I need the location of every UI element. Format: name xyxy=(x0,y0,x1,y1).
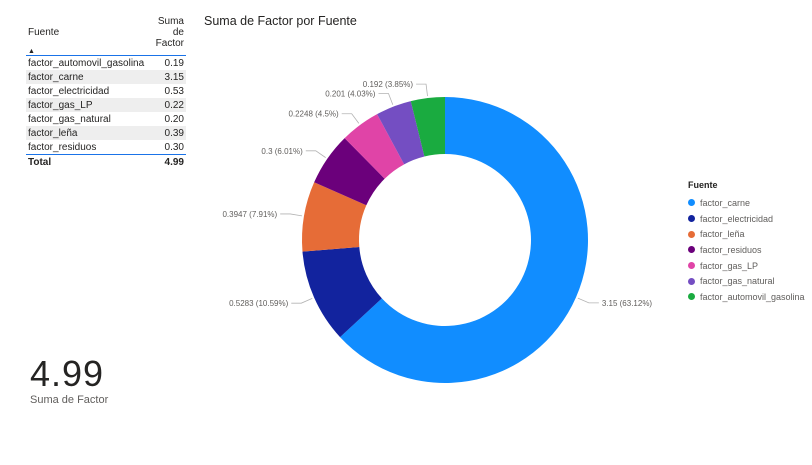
table-cell-value: 0.22 xyxy=(146,98,186,112)
table-row[interactable]: factor_gas_LP 0.22 xyxy=(26,98,186,112)
table-cell-value: 0.53 xyxy=(164,85,184,97)
legend-title: Fuente xyxy=(688,180,718,190)
table-cell-fuente: factor_residuos xyxy=(28,141,97,153)
table-row[interactable]: factor_residuos 0.30 xyxy=(26,140,186,155)
data-label-leader-line xyxy=(341,113,360,124)
legend-item-factor-carne[interactable]: factor_carne xyxy=(688,195,805,211)
column-header-suma-de-factor[interactable]: Suma de Factor xyxy=(146,14,186,56)
donut-slice-factor-electricidad[interactable] xyxy=(302,247,382,338)
data-label-factor-automovil-gasolina: 0.192 (3.85%) xyxy=(363,80,414,89)
donut-slice-factor-carne[interactable] xyxy=(340,97,588,383)
donut-slice-factor-automovil-gasolina[interactable] xyxy=(410,97,445,157)
data-label-factor-carne: 3.15 (63.12%) xyxy=(602,299,653,308)
data-label-leader-line xyxy=(577,297,599,304)
table-cell-fuente: factor_electricidad xyxy=(28,85,110,97)
data-label-factor-gas-natural: 0.201 (4.03%) xyxy=(325,90,376,99)
legend-marker-icon xyxy=(688,246,695,254)
data-table: Fuente ▲ Suma de Factor factor_automovil… xyxy=(26,14,186,170)
legend-item-factor-electricidad[interactable]: factor_electricidad xyxy=(688,211,805,227)
data-label-leader-line xyxy=(280,213,303,217)
donut-slice-factor-gas-natural[interactable] xyxy=(377,101,425,165)
table-row[interactable]: factor_gas_natural 0.20 xyxy=(26,112,186,126)
data-label-factor-le-a: 0.3947 (7.91%) xyxy=(222,210,277,219)
donut-slice-factor-gas-lp[interactable] xyxy=(344,114,405,179)
data-label-factor-gas-lp: 0.2248 (4.5%) xyxy=(288,110,339,119)
sort-ascending-icon[interactable]: ▲ xyxy=(28,48,35,55)
data-label-leader-line xyxy=(291,297,313,304)
table-cell-value: 0.30 xyxy=(164,141,184,153)
column-header-fuente[interactable]: Fuente ▲ xyxy=(26,14,147,56)
legend-item-factor-gas-natural[interactable]: factor_gas_natural xyxy=(688,273,805,289)
legend-item-factor-automovil-gasolina[interactable]: factor_automovil_gasolina xyxy=(688,289,805,305)
data-label-leader-line xyxy=(416,83,428,97)
table-cell-value: 0.39 xyxy=(146,126,186,140)
legend-label: factor_automovil_gasolina xyxy=(700,291,805,302)
table-row[interactable]: factor_electricidad 0.53 xyxy=(26,84,186,98)
legend-label: factor_leña xyxy=(700,229,745,240)
table-cell-fuente: factor_gas_natural xyxy=(28,113,111,125)
table-row[interactable]: factor_automovil_gasolina 0.19 xyxy=(26,56,186,71)
table-row[interactable]: factor_carne 3.15 xyxy=(26,70,186,84)
card-value: 4.99 xyxy=(30,353,105,394)
data-label-factor-residuos: 0.3 (6.01%) xyxy=(261,147,303,156)
table-cell-value: 3.15 xyxy=(146,70,186,84)
data-label-leader-line xyxy=(378,93,394,105)
legend-marker-icon xyxy=(688,215,695,223)
legend-item-factor-le-a[interactable]: factor_leña xyxy=(688,226,805,242)
legend-marker-icon xyxy=(688,230,695,238)
legend-marker-icon xyxy=(688,262,695,270)
legend-label: factor_residuos xyxy=(700,244,762,255)
legend-item-factor-residuos[interactable]: factor_residuos xyxy=(688,242,805,258)
table-total-row: Total 4.99 xyxy=(26,154,186,170)
table-cell-fuente: factor_carne xyxy=(26,70,147,84)
legend-marker-icon xyxy=(688,293,695,301)
table-cell-fuente: factor_gas_LP xyxy=(26,98,147,112)
legend-label: factor_gas_LP xyxy=(700,260,759,271)
legend-marker-icon xyxy=(688,277,695,285)
legend-marker-icon xyxy=(688,199,695,207)
data-label-factor-electricidad: 0.5283 (10.59%) xyxy=(229,299,288,308)
data-label-leader-line xyxy=(305,150,326,158)
table-total-value: 4.99 xyxy=(146,154,186,170)
table-cell-value: 0.19 xyxy=(164,57,184,69)
legend-label: factor_gas_natural xyxy=(700,276,775,287)
column-header-label: Fuente xyxy=(28,27,60,38)
table-total-label: Total xyxy=(26,154,147,170)
table-cell-fuente: factor_automovil_gasolina xyxy=(28,57,145,69)
table-cell-fuente: factor_leña xyxy=(26,126,147,140)
kpi-card[interactable]: 4.99 Suma de Factor xyxy=(30,353,109,407)
legend-label: factor_electricidad xyxy=(700,213,774,224)
legend-item-factor-gas-lp[interactable]: factor_gas_LP xyxy=(688,258,805,274)
table-header-row: Fuente ▲ Suma de Factor xyxy=(26,14,186,56)
chart-title: Suma de Factor por Fuente xyxy=(204,14,357,28)
table-cell-value: 0.20 xyxy=(164,113,184,125)
legend-label: factor_carne xyxy=(700,197,751,208)
donut-slice-factor-residuos[interactable] xyxy=(314,138,385,206)
donut-slice-factor-le-a[interactable] xyxy=(301,182,367,252)
card-label: Suma de Factor xyxy=(30,394,109,406)
table-row[interactable]: factor_leña 0.39 xyxy=(26,126,186,140)
